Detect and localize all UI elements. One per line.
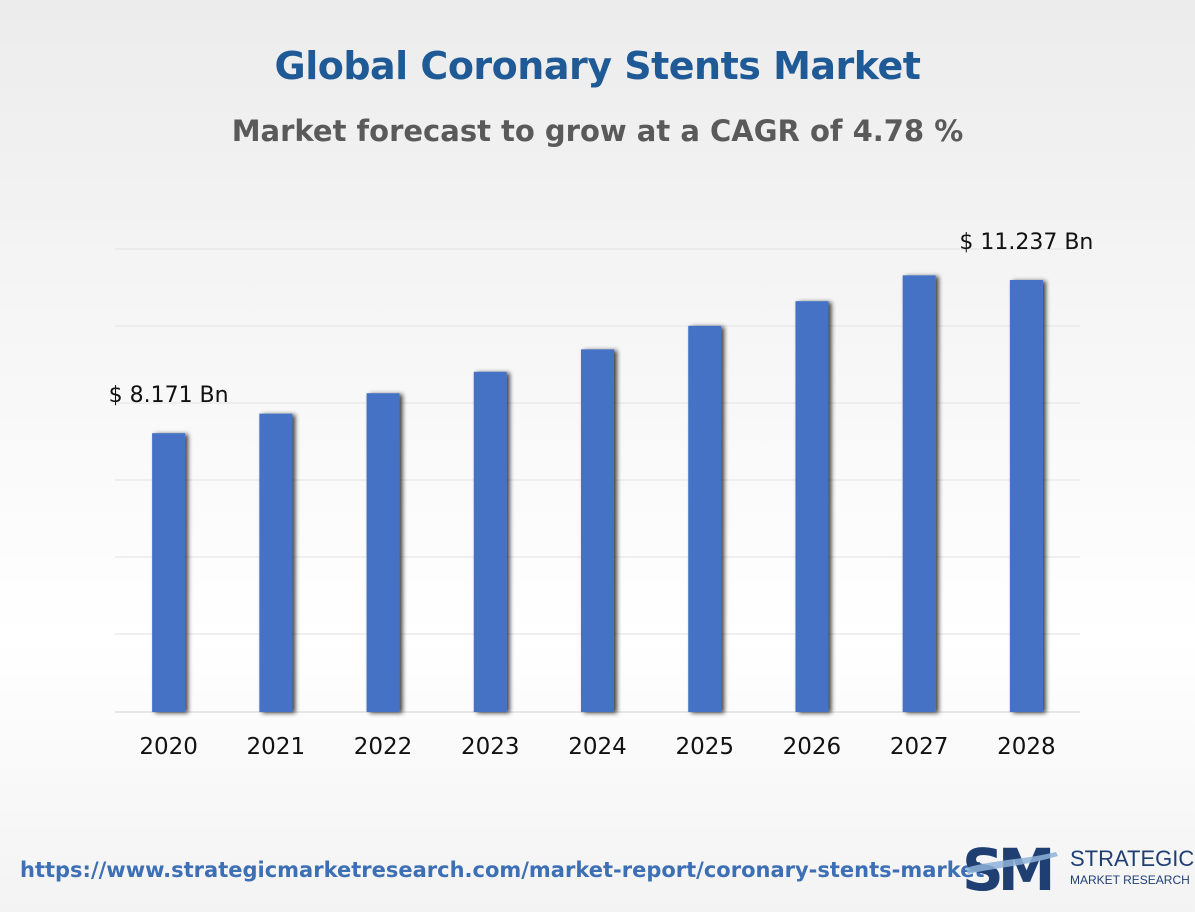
x-tick-labels: 2020 2021 2022 2023 2024 2025 2026 2027 2028 xyxy=(139,734,1055,760)
x-tick-label-2028: 2028 xyxy=(997,734,1056,760)
logo-line-1: STRATEGIC xyxy=(1070,846,1195,871)
source-url-link[interactable]: https://www.strategicmarketresearch.com/… xyxy=(20,858,985,882)
bar-2027 xyxy=(902,275,936,712)
bar-2025 xyxy=(688,325,722,712)
bar-2026 xyxy=(795,301,829,712)
x-tick-label-2022: 2022 xyxy=(354,734,413,760)
bar-2023 xyxy=(473,371,507,712)
chart-title: Global Coronary Stents Market xyxy=(274,44,921,88)
logo-line-2: MARKET RESEARCH xyxy=(1070,873,1190,887)
x-tick-label-2021: 2021 xyxy=(247,734,306,760)
bar-2028 xyxy=(1009,280,1043,712)
bar-2022 xyxy=(366,393,400,712)
x-tick-label-2026: 2026 xyxy=(783,734,842,760)
bar-2020 xyxy=(152,433,186,712)
bars xyxy=(152,275,1043,712)
x-tick-label-2020: 2020 xyxy=(139,734,198,760)
bar-2024 xyxy=(581,349,614,712)
data-label-2028: $ 11.237 Bn xyxy=(959,230,1093,255)
x-tick-label-2025: 2025 xyxy=(675,734,734,760)
data-labels: $ 8.171 Bn $ 11.237 Bn xyxy=(109,230,1094,408)
x-tick-label-2023: 2023 xyxy=(461,734,520,760)
bar-2021 xyxy=(259,413,293,712)
logo-text: STRATEGIC MARKET RESEARCH xyxy=(1070,846,1195,887)
chart-subtitle: Market forecast to grow at a CAGR of 4.7… xyxy=(231,114,964,148)
strategic-market-research-logo: SM xyxy=(962,838,1058,898)
x-tick-label-2027: 2027 xyxy=(890,734,949,760)
x-tick-label-2024: 2024 xyxy=(568,734,627,760)
data-label-2020: $ 8.171 Bn xyxy=(109,383,229,408)
